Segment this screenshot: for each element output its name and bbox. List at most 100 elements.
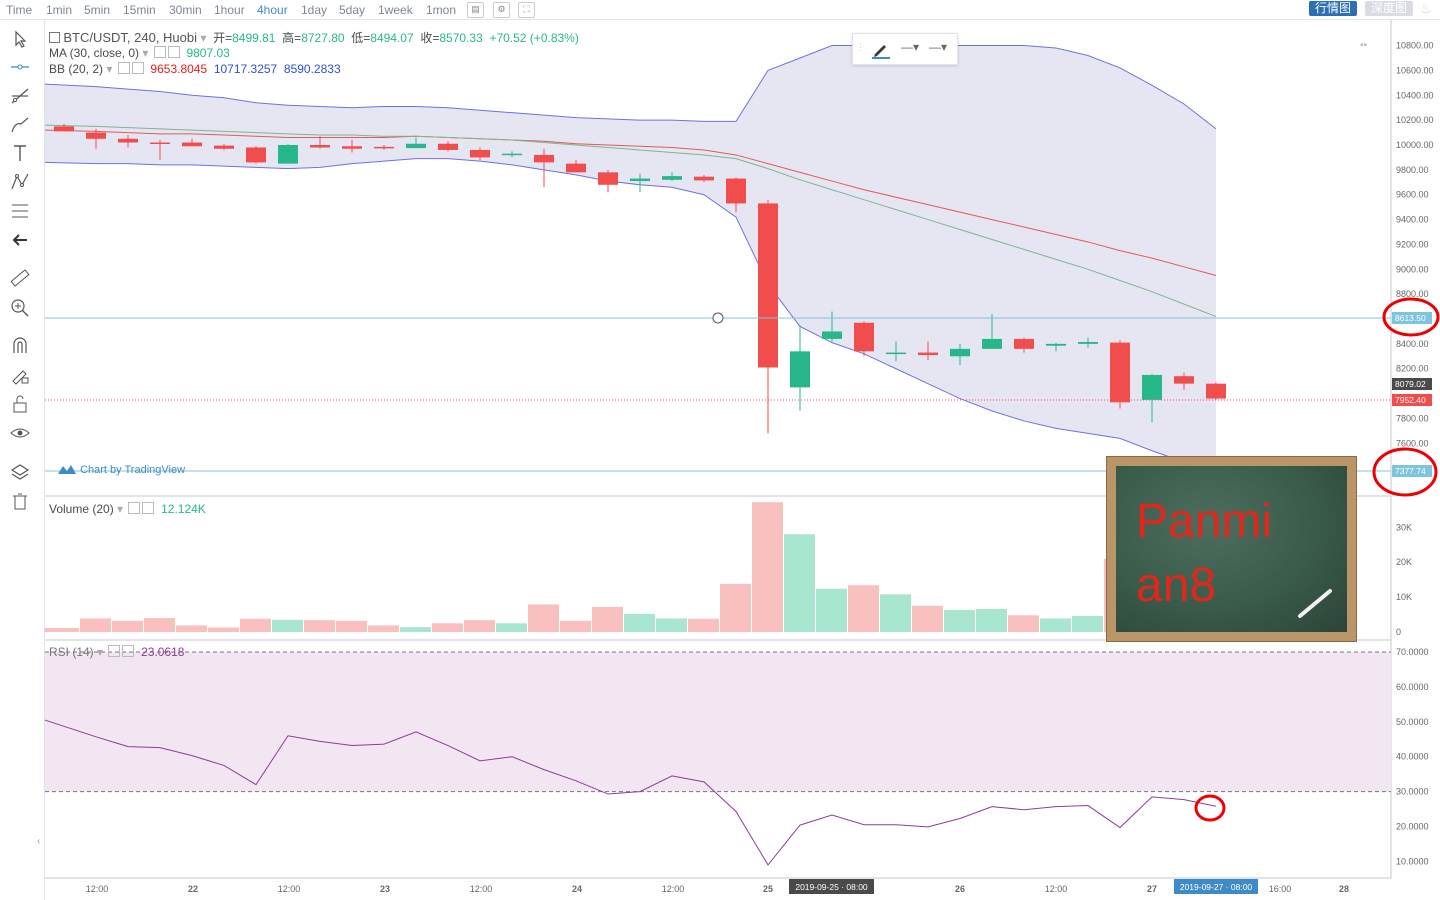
- interval-15min[interactable]: 15min: [123, 3, 156, 17]
- symbol-label[interactable]: BTC/USDT, 240, Huobi: [63, 30, 198, 45]
- interval-1hour[interactable]: 1hour: [214, 3, 245, 17]
- last-time-badge-text: 2019-09-27 · 08:00: [1180, 882, 1253, 892]
- volume-bar: [336, 620, 367, 632]
- settings-icon[interactable]: [153, 46, 166, 58]
- layers-icon[interactable]: [9, 461, 31, 483]
- candle-body: [374, 146, 394, 149]
- price-tick-label: 9200.00: [1396, 239, 1429, 249]
- interval-time[interactable]: Time: [6, 3, 33, 17]
- text-tool-icon[interactable]: [9, 142, 31, 164]
- zoom-in-icon[interactable]: [9, 297, 31, 319]
- time-tick-label: 23: [380, 884, 390, 894]
- chart-view-toggle[interactable]: 行情图: [1309, 1, 1358, 16]
- low-band-price-badge-text: 7377.74: [1395, 466, 1426, 476]
- drag-handle-icon[interactable]: ⋮: [856, 42, 865, 52]
- bb-label[interactable]: BB (20, 2): [49, 62, 104, 76]
- settings-icon[interactable]: [117, 62, 130, 74]
- rsi-tick-label: 40.0000: [1396, 752, 1429, 762]
- close-icon[interactable]: [167, 46, 180, 58]
- interval-1day[interactable]: 1day: [301, 3, 328, 17]
- volume-label[interactable]: Volume (20): [49, 502, 114, 516]
- collapse-legend-icon[interactable]: [49, 32, 60, 43]
- bb-fill: [45, 45, 1216, 472]
- brush-icon[interactable]: [9, 114, 31, 136]
- interval-1week[interactable]: 1week: [378, 3, 413, 17]
- time-tick-label: 12:00: [662, 884, 685, 894]
- moving-averages: [44, 124, 1217, 318]
- scale-buttons-icon[interactable]: ▪▪: [1360, 40, 1368, 51]
- time-tick-label: 24: [572, 884, 582, 894]
- chalkboard-surface: Panmi an8: [1116, 466, 1347, 632]
- rsi-tick-label: 10.0000: [1396, 856, 1429, 866]
- price-tick-label: 8200.00: [1396, 364, 1429, 374]
- time-tick-label: 16:00: [1269, 884, 1292, 894]
- volume-bar: [656, 618, 687, 632]
- magnet-icon[interactable]: [9, 335, 31, 357]
- arrow-left-icon[interactable]: [9, 229, 31, 251]
- last-price-badge: 8079.02: [1392, 378, 1432, 390]
- tradingview-watermark[interactable]: Chart by TradingView: [57, 462, 185, 476]
- cursor-icon[interactable]: [9, 28, 31, 50]
- rsi-legend[interactable]: RSI (14) ▾ 23.0618: [49, 645, 185, 659]
- ruler-icon[interactable]: [9, 267, 31, 289]
- interval-1min[interactable]: 1min: [46, 3, 73, 17]
- unlock-icon[interactable]: [9, 393, 31, 415]
- line-width-dropdown-icon[interactable]: —▾: [929, 40, 948, 54]
- candle: [598, 169, 618, 193]
- lock-drawing-icon[interactable]: [9, 364, 31, 386]
- price-red-circle-1: [1382, 297, 1440, 337]
- interval-5day[interactable]: 5day: [339, 3, 366, 17]
- candle: [758, 199, 778, 434]
- settings-icon[interactable]: ⚙: [493, 2, 510, 18]
- candle-body: [598, 172, 618, 185]
- interval-4hour[interactable]: 4hour: [257, 3, 288, 17]
- candle: [54, 123, 74, 132]
- volume-bar: [624, 613, 655, 632]
- fullscreen-icon[interactable]: ⛶: [518, 2, 535, 18]
- candle: [470, 147, 490, 160]
- candle: [982, 314, 1002, 349]
- pencil-icon[interactable]: [871, 39, 891, 59]
- crosshair-price-badge: 8613.50: [1392, 312, 1432, 324]
- candle: [182, 138, 202, 147]
- symbol-dropdown-icon[interactable]: ▾: [200, 31, 207, 45]
- trash-icon[interactable]: [9, 490, 31, 512]
- interval-30min[interactable]: 30min: [169, 3, 202, 17]
- rsi-value: 23.0618: [141, 645, 185, 659]
- candle: [950, 343, 970, 366]
- interval-5min[interactable]: 5min: [84, 3, 111, 17]
- candle-body: [982, 338, 1002, 349]
- ma-legend[interactable]: MA (30, close, 0) ▾ 9807.03: [49, 46, 230, 60]
- horizontal-line-icon[interactable]: [9, 56, 31, 78]
- close-icon[interactable]: [131, 62, 144, 74]
- depth-view-toggle[interactable]: 深度图: [1365, 1, 1414, 16]
- settings-icon[interactable]: [128, 502, 141, 514]
- pattern-icon[interactable]: [9, 171, 31, 193]
- indicators-icon[interactable]: ▤: [467, 2, 484, 18]
- fib-retracement-icon[interactable]: [9, 200, 31, 222]
- collapse-arrow-icon[interactable]: ‹: [37, 836, 41, 847]
- trend-line-icon[interactable]: [9, 85, 31, 107]
- bb-legend[interactable]: BB (20, 2) ▾ 9653.8045 10717.3257 8590.2…: [49, 62, 341, 76]
- ma30-line: [44, 124, 1217, 318]
- volume-legend[interactable]: Volume (20) ▾ 12.124K: [49, 502, 206, 516]
- eye-icon[interactable]: [9, 422, 31, 444]
- interval-1mon[interactable]: 1mon: [426, 3, 457, 17]
- rsi-line: [44, 719, 1217, 866]
- candle: [118, 135, 138, 148]
- ma-label[interactable]: MA (30, close, 0): [49, 46, 140, 60]
- crosshair-price-badge-bg: [1392, 312, 1432, 324]
- candle-body: [470, 149, 490, 158]
- rsi-label[interactable]: RSI (14): [49, 645, 94, 659]
- price-tick-label: 7800.00: [1396, 413, 1429, 423]
- close-icon[interactable]: [122, 645, 135, 657]
- volume-bar: [528, 604, 559, 632]
- flame-icon[interactable]: ♨: [1420, 1, 1432, 16]
- settings-icon[interactable]: [108, 645, 121, 657]
- candle: [822, 311, 842, 342]
- close-icon[interactable]: [142, 502, 155, 514]
- watermark-text: Chart by TradingView: [80, 464, 186, 476]
- price-tick-label: 10600.00: [1396, 65, 1434, 75]
- line-style-dropdown-icon[interactable]: —▾: [901, 40, 920, 54]
